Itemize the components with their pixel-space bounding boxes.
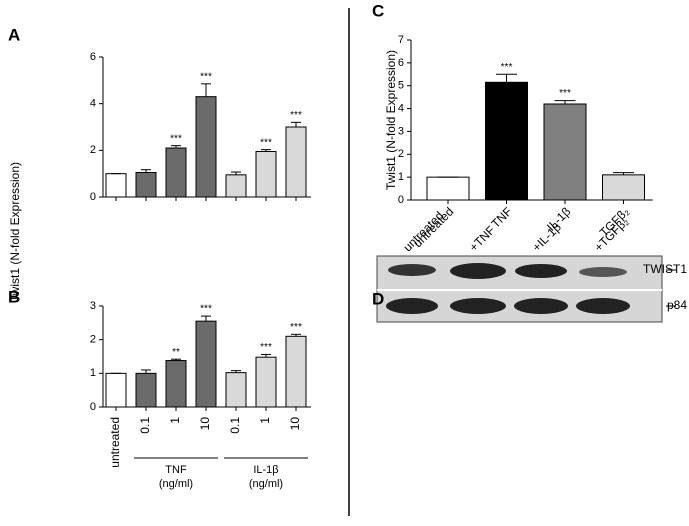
y-tick-label: 0 <box>90 191 96 203</box>
group-label: TNF <box>165 464 187 476</box>
y-tick-label: 3 <box>398 125 404 137</box>
significance: *** <box>200 304 212 315</box>
bar <box>135 172 157 198</box>
bar <box>285 335 307 408</box>
band <box>450 298 506 314</box>
bar <box>602 174 645 201</box>
significance: *** <box>200 71 212 82</box>
bar <box>485 81 528 201</box>
band <box>450 263 506 279</box>
bar <box>225 174 247 198</box>
x-tick-label: 1 <box>168 417 182 424</box>
band-label: TWIST1 <box>643 262 687 276</box>
x-tick-label: 0.1 <box>138 417 152 434</box>
group-unit: (ng/ml) <box>159 478 193 490</box>
significance: *** <box>290 322 302 333</box>
x-tick-label: 1 <box>258 417 272 424</box>
x-tick-label: 0.1 <box>228 417 242 434</box>
y-tick-label: 2 <box>90 334 96 346</box>
x-tick-label: 10 <box>288 417 302 431</box>
band <box>388 264 436 276</box>
x-tick-label: 10 <box>198 417 212 431</box>
y-tick-label: 4 <box>398 102 404 114</box>
bar <box>255 356 277 408</box>
western-blot <box>376 255 676 323</box>
bar <box>165 147 187 198</box>
y-axis-label: Twist1 (N-fold Expression) <box>8 162 22 302</box>
panel-label: A <box>8 25 20 44</box>
y-tick-label: 1 <box>90 367 96 379</box>
bar <box>195 96 217 198</box>
significance: *** <box>501 62 513 73</box>
y-tick-label: 3 <box>90 300 96 312</box>
significance: *** <box>170 133 182 144</box>
bar <box>105 173 127 198</box>
bar <box>165 360 187 408</box>
group-unit: (ng/ml) <box>249 478 283 490</box>
y-axis-label: Twist1 (N-fold Expression) <box>384 50 398 190</box>
group-label: IL-1β <box>253 464 278 476</box>
lane-label: untreated <box>400 209 446 255</box>
y-tick-label: 0 <box>90 401 96 413</box>
band <box>386 298 438 314</box>
lane-label: +TNF <box>466 223 497 254</box>
y-tick-label: 4 <box>90 98 96 110</box>
band-label: p84 <box>667 298 687 312</box>
y-tick-label: 2 <box>398 148 404 160</box>
bar <box>285 126 307 198</box>
y-tick-label: 7 <box>398 34 404 46</box>
band <box>515 264 567 278</box>
bar <box>426 176 470 201</box>
y-tick-label: 5 <box>398 80 404 92</box>
significance: ** <box>172 347 180 358</box>
bar <box>105 372 127 408</box>
bar <box>195 320 217 408</box>
x-tick-label: TNF <box>488 204 514 230</box>
band <box>514 298 568 314</box>
y-tick-label: 6 <box>398 57 404 69</box>
y-tick-label: 2 <box>90 144 96 156</box>
panel-label: B <box>8 287 20 306</box>
bar <box>225 372 247 408</box>
y-tick-label: 6 <box>90 51 96 63</box>
significance: *** <box>260 137 272 148</box>
significance: *** <box>559 88 571 99</box>
band <box>576 298 630 314</box>
bar <box>543 103 587 201</box>
panel-label: C <box>372 1 384 20</box>
x-tick-label: untreated <box>108 417 122 468</box>
significance: *** <box>290 110 302 121</box>
bar <box>255 151 277 198</box>
significance: *** <box>260 342 272 353</box>
band <box>579 267 627 277</box>
panel-label: D <box>372 289 384 308</box>
bar <box>135 372 157 408</box>
y-tick-label: 0 <box>398 194 404 206</box>
y-tick-label: 1 <box>398 171 404 183</box>
